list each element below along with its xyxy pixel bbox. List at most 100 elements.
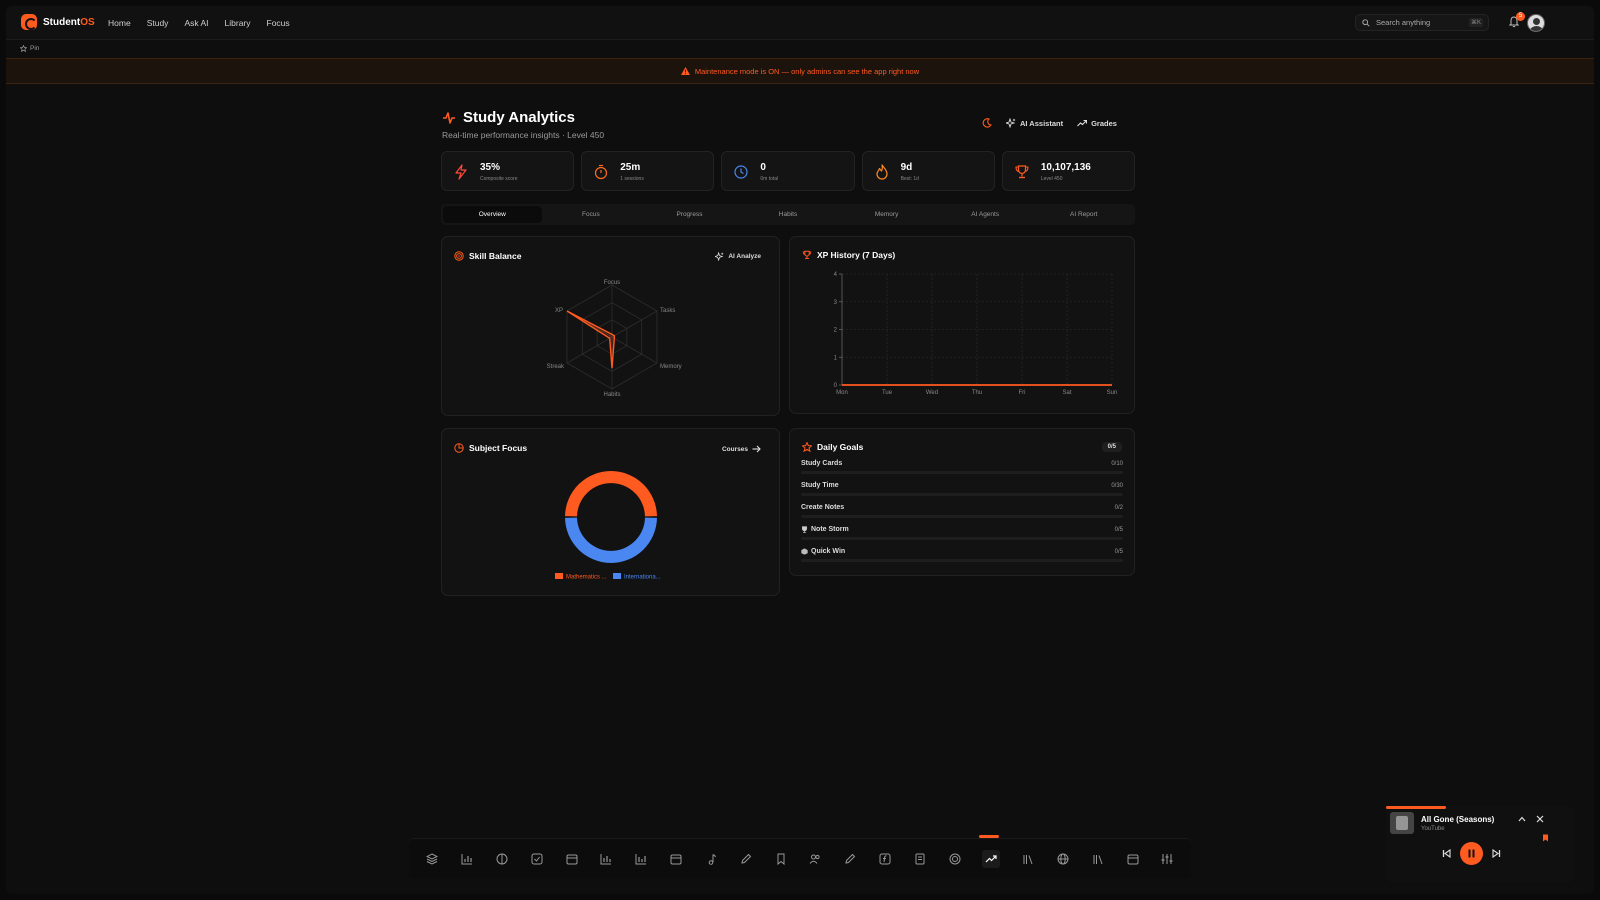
tab-overview[interactable]: Overview [443,206,542,223]
target-icon[interactable] [948,852,962,866]
goal-name-wrap: Study Time [801,482,839,489]
document-icon[interactable] [913,852,927,866]
tab-memory[interactable]: Memory [874,211,899,218]
users-icon[interactable] [808,852,822,866]
goal-value: 0/30 [1111,483,1123,489]
arrow-right-icon [752,445,761,453]
sliders-icon[interactable] [1160,852,1174,866]
goal-name: Study Time [801,482,839,489]
album-art [1390,812,1414,834]
tab-habits[interactable]: Habits [778,211,798,218]
radar-label-memory: Memory [660,364,682,370]
goal-progress-bar [801,471,1123,474]
nav-study[interactable]: Study [146,18,169,28]
goal-progress-bar [801,537,1123,540]
stat-card-streak: 9d Best: 1d [861,151,995,191]
card-title: Skill Balance [454,251,521,261]
logo-icon[interactable] [21,14,37,30]
app-name-accent: OS [80,17,95,28]
card-title: XP History (7 Days) [802,250,895,260]
target-icon [454,251,464,261]
y-tick-label: 1 [834,355,838,361]
globe-icon[interactable] [1056,852,1070,866]
bottom-dock [409,834,1191,878]
goal-item: Note Storm 0/5 [801,526,1123,546]
daily-goals-card: Daily Goals 0/5 Study Cards 0/10 Study Tim… [789,428,1135,576]
checkbox-icon[interactable] [530,852,544,866]
daily-goals-title: Daily Goals [817,442,864,452]
xp-history-title: XP History (7 Days) [817,250,896,260]
activity-icon [443,111,455,124]
function-icon[interactable] [878,852,892,866]
trophy-icon [1015,165,1029,179]
analytics-icon[interactable] [979,834,1001,868]
pencil-icon[interactable] [843,852,857,866]
avatar[interactable] [1527,14,1545,32]
pin-label: Pin [30,45,40,52]
goal-item: Quick Win 0/5 [801,548,1123,568]
grades-button[interactable]: Grades [1077,119,1117,128]
top-navigation: StudentOS Home Study Ask AI Library Focu… [6,6,1594,40]
card-title: Daily Goals [802,442,863,452]
nav-home[interactable]: Home [108,18,131,28]
nav-ask-ai[interactable]: Ask AI [184,18,209,28]
page-subtitle: Real-time performance insights · Level 4… [442,130,605,140]
y-tick-label: 4 [834,272,838,278]
library-icon[interactable] [1021,852,1035,866]
library-icon[interactable] [1091,852,1105,866]
donut-slice[interactable] [565,517,657,563]
radar-axis-line [566,336,613,364]
music-icon[interactable] [704,852,718,866]
nav-library[interactable]: Library [224,18,251,28]
bar-chart-icon[interactable] [599,852,613,866]
x-tick-label: Tue [882,390,893,396]
bookmark-icon[interactable] [774,852,788,866]
calendar-icon[interactable] [669,852,683,866]
tab-focus[interactable]: Focus [582,211,600,218]
cube-icon [801,548,808,555]
pin-button[interactable]: Pin [20,45,39,52]
analytics-tabs: Overview Focus Progress Habits Memory AI… [441,204,1135,225]
layers-icon[interactable] [425,852,439,866]
calendar-icon[interactable] [565,852,579,866]
search-input[interactable] [1376,18,1466,27]
next-track-icon[interactable] [1492,849,1501,858]
tab-ai-report[interactable]: AI Report [1070,211,1098,218]
courses-button[interactable]: Courses [722,445,761,453]
goal-value: 0/5 [1114,527,1123,533]
moon-icon[interactable] [982,118,992,128]
search-box[interactable]: ⌘K [1355,14,1489,31]
goal-name: Quick Win [811,548,846,555]
previous-track-icon[interactable] [1442,849,1451,858]
stat-value: 25m [620,162,641,173]
y-tick-label: 3 [834,300,838,306]
nav-focus[interactable]: Focus [266,18,290,28]
goal-name-wrap: Study Cards [801,460,842,467]
tab-ai-agents[interactable]: AI Agents [971,211,1000,218]
donut-slice[interactable] [565,471,657,517]
chevron-up-icon[interactable] [1518,816,1526,822]
tab-progress[interactable]: Progress [676,211,703,218]
pencil-icon[interactable] [739,852,753,866]
close-icon[interactable] [1536,815,1544,823]
sparkle-icon [715,252,724,261]
ai-analyze-button[interactable]: AI Analyze [715,252,761,261]
goal-value: 0/2 [1114,505,1123,511]
app-logo-text[interactable]: StudentOS [43,17,95,28]
trending-up-icon [1077,119,1088,127]
playback-progress[interactable] [1386,806,1446,809]
courses-label: Courses [721,445,748,453]
header-actions: AI Assistant Grades [982,118,1117,128]
goals-progress-badge: 0/5 [1101,442,1122,452]
stat-value: 35% [480,162,501,173]
bar-chart-icon[interactable] [634,852,648,866]
trophy-icon [802,250,812,259]
bar-chart-icon[interactable] [460,852,474,866]
ai-assistant-button[interactable]: AI Assistant [1006,118,1063,128]
calendar-icon[interactable] [1126,852,1140,866]
grades-label: Grades [1091,118,1117,128]
bookmark-icon[interactable] [1542,834,1549,842]
pause-button[interactable] [1460,842,1483,865]
subject-focus-title: Subject Focus [469,443,528,453]
brain-icon[interactable] [495,852,509,866]
